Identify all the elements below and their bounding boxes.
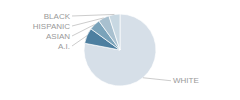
svg-text:HISPANIC: HISPANIC [33,22,70,31]
svg-text:BLACK: BLACK [44,12,71,21]
svg-text:A.I.: A.I. [58,42,70,51]
svg-text:WHITE: WHITE [173,76,199,85]
svg-text:ASIAN: ASIAN [46,32,70,41]
